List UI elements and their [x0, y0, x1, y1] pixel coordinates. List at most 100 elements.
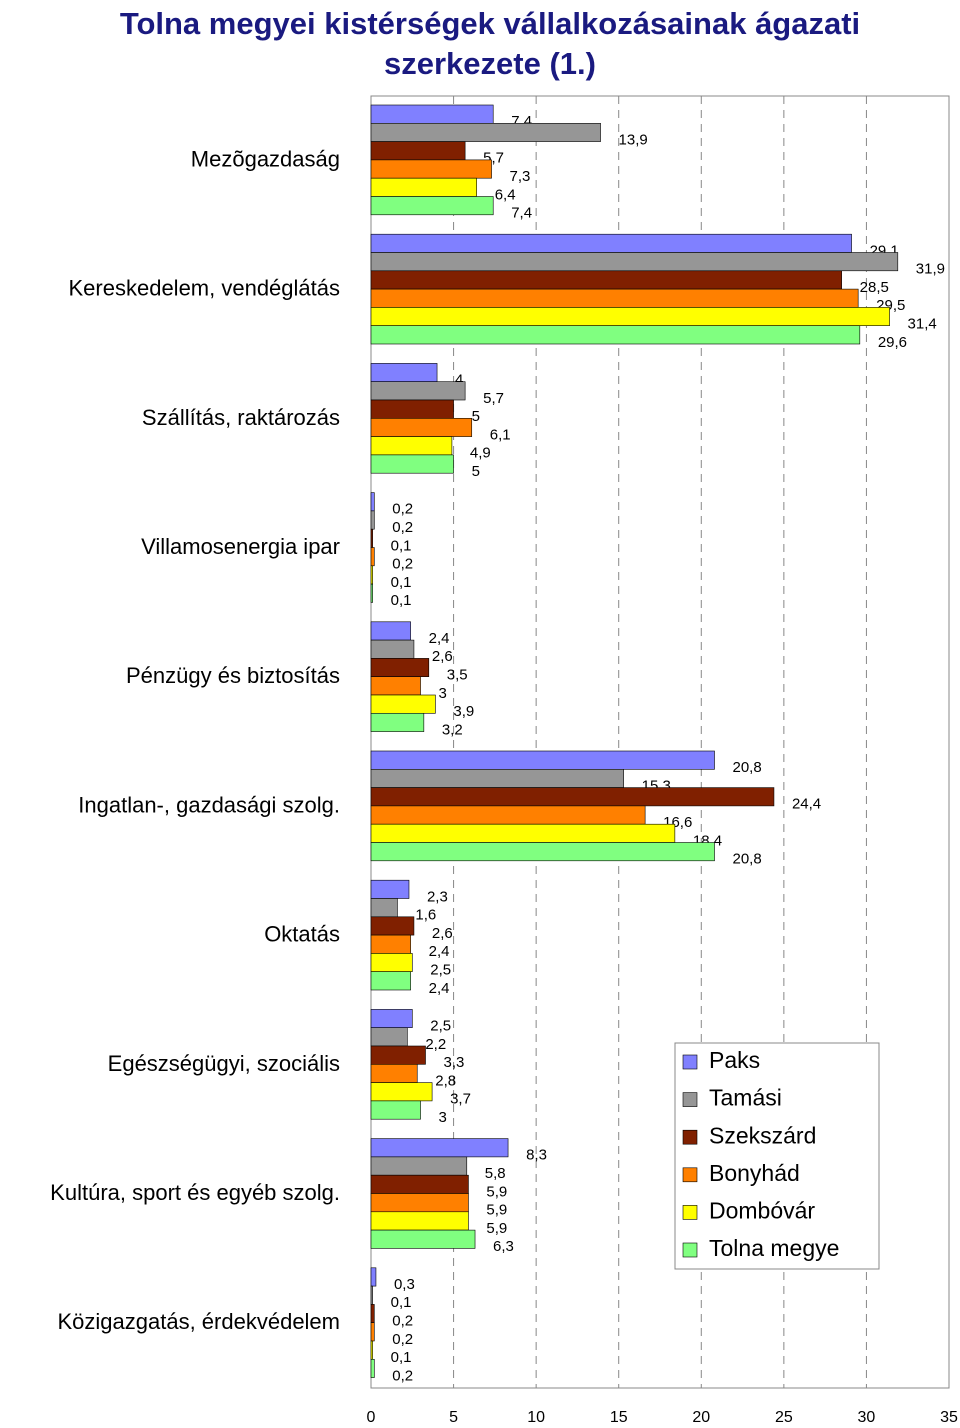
bar — [370, 1359, 375, 1378]
value-label: 0,1 — [391, 592, 412, 609]
chart-title: Tolna megyei kistérségek vállalkozásaina… — [119, 6, 861, 81]
category-label: Egészségügyi, szociális — [108, 1051, 340, 1076]
bar — [370, 417, 473, 437]
category-label: Kereskedelem, vendéglátás — [69, 276, 341, 301]
value-label: 6,1 — [490, 426, 511, 443]
bar — [370, 1229, 476, 1249]
bar — [370, 436, 453, 456]
value-label: 7,3 — [510, 168, 531, 185]
value-label: 0,2 — [392, 519, 413, 536]
legend-swatch — [682, 1167, 698, 1183]
value-label: 5,9 — [486, 1202, 507, 1219]
category-label: Szállítás, raktározás — [142, 405, 340, 430]
legend-swatch — [682, 1205, 698, 1220]
value-label: 2,3 — [427, 888, 448, 905]
value-label: 5 — [472, 408, 480, 425]
bar — [370, 694, 436, 714]
value-label: 3 — [439, 685, 447, 702]
legend-label: Tolna megye — [709, 1235, 839, 1261]
bar — [370, 1174, 469, 1194]
value-label: 13,9 — [619, 131, 648, 148]
bar — [370, 104, 494, 124]
value-label: 4,9 — [470, 445, 491, 462]
bar — [370, 547, 375, 567]
value-label: 0,1 — [391, 537, 412, 554]
bar — [370, 971, 411, 991]
bar — [370, 528, 373, 548]
category-label: Kultúra, sport és egyéb szolg. — [50, 1180, 340, 1205]
value-label: 29,6 — [878, 334, 907, 351]
bar — [370, 1322, 375, 1342]
value-label: 0,1 — [391, 1349, 412, 1366]
bar — [370, 1100, 421, 1120]
bar — [370, 805, 646, 825]
bar — [370, 823, 676, 843]
bar — [370, 621, 411, 641]
value-label: 8,3 — [526, 1147, 547, 1164]
x-tick-label: 15 — [610, 1409, 628, 1426]
value-label: 20,8 — [732, 759, 761, 776]
bar — [370, 658, 430, 678]
value-label: 3 — [439, 1109, 447, 1126]
legend-swatch — [682, 1054, 698, 1070]
value-label: 2,8 — [435, 1072, 456, 1089]
legend-swatch — [682, 1129, 698, 1145]
category-label: Pénzügy és biztosítás — [126, 663, 340, 688]
value-label: 5 — [472, 463, 480, 480]
value-label: 7,4 — [511, 205, 532, 222]
value-label: 3,5 — [447, 667, 468, 684]
value-label: 2,4 — [429, 943, 450, 960]
bar — [370, 381, 466, 401]
bar — [370, 252, 899, 272]
value-label: 31,9 — [916, 261, 945, 278]
value-label: 2,5 — [430, 1018, 451, 1035]
bar — [370, 1193, 469, 1213]
x-tick-label: 35 — [940, 1409, 958, 1426]
value-label: 3,2 — [442, 721, 463, 738]
legend-label: Paks — [709, 1047, 760, 1073]
bar — [370, 492, 375, 512]
bar — [370, 1138, 509, 1158]
bar — [370, 177, 477, 197]
bar — [370, 1304, 375, 1324]
legend-swatch — [682, 1242, 698, 1258]
bar — [370, 454, 454, 474]
value-label: 0,1 — [391, 1294, 412, 1311]
legend-swatch — [682, 1092, 698, 1107]
value-label: 3,3 — [443, 1054, 464, 1071]
bar — [370, 787, 775, 807]
plot-border — [370, 95, 950, 1389]
bar — [370, 510, 375, 530]
bar — [370, 1156, 468, 1176]
bar — [370, 1211, 469, 1231]
value-label: 5,9 — [486, 1183, 507, 1200]
bar — [370, 325, 861, 345]
legend-box — [674, 1042, 880, 1270]
bar — [370, 1027, 408, 1047]
value-label: 31,4 — [908, 316, 937, 333]
bar — [370, 953, 413, 973]
value-label: 0,2 — [392, 1331, 413, 1348]
bar — [370, 1082, 433, 1102]
value-label: 28,5 — [860, 279, 889, 296]
value-label: 4 — [455, 372, 463, 389]
value-label: 5,7 — [483, 390, 504, 407]
bar — [370, 1285, 373, 1305]
category-label: Villamosenergia ipar — [141, 534, 340, 559]
bar — [370, 399, 454, 419]
legend-label: Dombóvár — [709, 1197, 815, 1223]
value-label: 1,6 — [415, 907, 436, 924]
value-label: 0,3 — [394, 1276, 415, 1293]
bar — [370, 565, 373, 585]
value-label: 3,9 — [453, 703, 474, 720]
bar — [370, 363, 438, 382]
value-label: 5,8 — [485, 1165, 506, 1182]
bar — [370, 750, 715, 770]
value-label: 20,8 — [732, 851, 761, 868]
category-label: Oktatás — [264, 922, 340, 947]
value-label: 2,4 — [429, 630, 450, 647]
bar — [370, 123, 601, 142]
legend-label: Szekszárd — [709, 1122, 816, 1148]
